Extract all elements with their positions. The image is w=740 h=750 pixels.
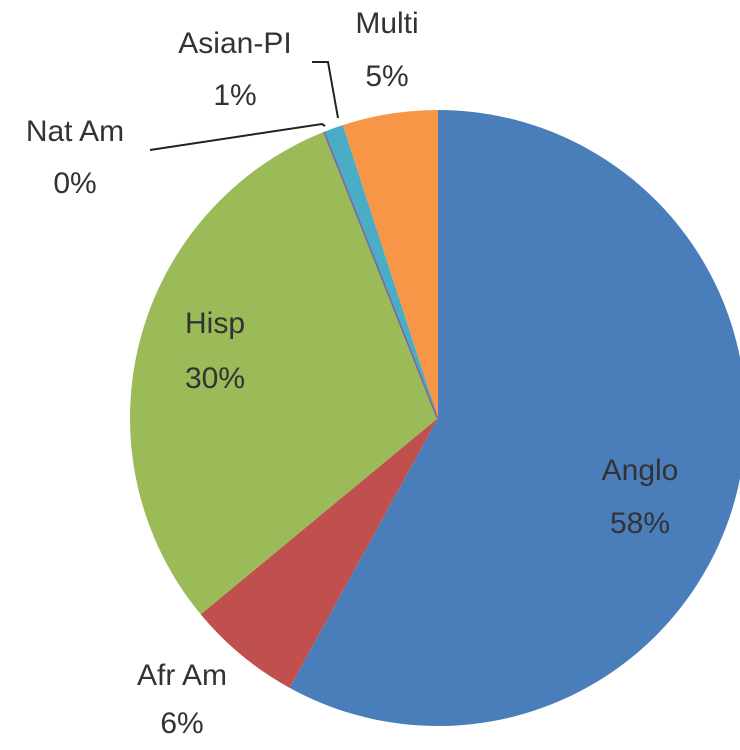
slice-label: Anglo <box>602 454 679 487</box>
slice-value-label: 6% <box>160 707 203 740</box>
slice-label: Hisp <box>185 307 245 340</box>
leader-line <box>149 122 326 151</box>
slice-label: Afr Am <box>137 659 227 692</box>
pie-slice <box>200 418 438 688</box>
pie-slice <box>342 110 438 418</box>
slice-value-label: 30% <box>185 362 245 395</box>
pie-slice <box>289 110 740 726</box>
slice-value-label: 0% <box>53 167 96 200</box>
leader-line <box>312 61 339 119</box>
slice-value-label: 1% <box>213 79 256 112</box>
slice-label: Nat Am <box>26 115 124 148</box>
slice-label: Asian-PI <box>178 27 291 60</box>
pie-slice <box>324 125 438 419</box>
slice-value-label: 5% <box>365 60 408 93</box>
pie-slice <box>129 131 438 615</box>
slice-label: Multi <box>355 7 418 40</box>
slice-value-label: 58% <box>610 507 670 540</box>
